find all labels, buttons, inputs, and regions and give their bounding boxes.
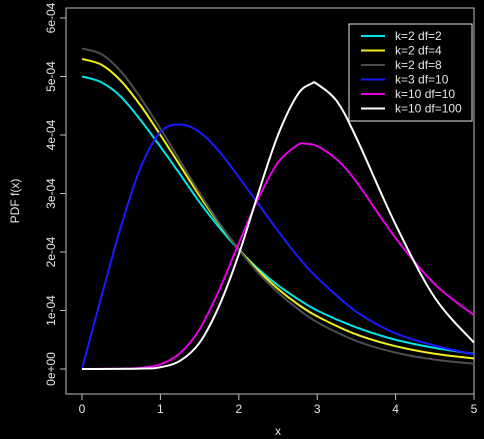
- plot-frame: [65, 7, 475, 395]
- series-line-2: [81, 47, 475, 365]
- y-tick-label: 4e-04: [44, 119, 58, 150]
- x-tick-label: 3: [314, 402, 321, 416]
- legend-label-4: k=10 df=10: [395, 87, 455, 101]
- series-layer: [81, 47, 475, 370]
- series-line-5: [81, 81, 475, 370]
- y-tick-label: 3e-04: [44, 178, 58, 209]
- legend-label-3: k=3 df=10: [395, 73, 449, 87]
- legend-box: [348, 23, 473, 122]
- x-axis-label: x: [275, 424, 281, 438]
- legend-label-0: k=2 df=2: [395, 29, 442, 43]
- y-tick-label: 1e-04: [44, 295, 58, 326]
- y-tick-label: 0e+00: [44, 352, 58, 386]
- y-tick-label: 6e-04: [44, 2, 58, 33]
- legend: k=2 df=2k=2 df=4k=2 df=8k=3 df=10k=10 df…: [348, 23, 473, 122]
- x-tick-label: 2: [235, 402, 242, 416]
- legend-label-2: k=2 df=8: [395, 58, 442, 72]
- x-tick-label: 5: [471, 402, 478, 416]
- legend-label-5: k=10 df=100: [395, 102, 462, 116]
- x-tick-label: 1: [157, 402, 164, 416]
- series-line-4: [81, 142, 475, 370]
- series-line-3: [81, 123, 475, 370]
- legend-label-1: k=2 df=4: [395, 44, 442, 58]
- y-tick-label: 2e-04: [44, 236, 58, 267]
- axes-layer: 0 1 2 3 4 5 0e+00 1e-04 2e-04 3e-04 4e-04 5e-04 6e-0…: [44, 2, 478, 416]
- y-tick-label: 5e-04: [44, 61, 58, 92]
- x-tick-label: 4: [392, 402, 399, 416]
- x-tick-label: 0: [79, 402, 86, 416]
- y-axis-label: PDF f(x): [8, 179, 22, 224]
